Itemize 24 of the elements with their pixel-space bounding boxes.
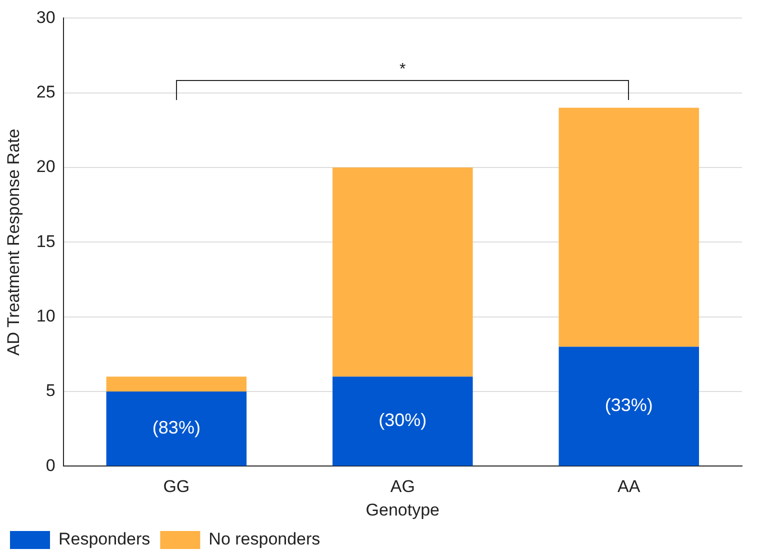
y-tick-label: 20 [36, 157, 56, 176]
y-axis-title: AD Treatment Response Rate [4, 128, 23, 356]
y-tick-label: 10 [36, 306, 56, 326]
y-tick-label: 5 [46, 381, 56, 400]
bar [106, 376, 247, 392]
bar [332, 168, 473, 377]
y-tick-label: 30 [36, 8, 56, 27]
bar [558, 108, 700, 347]
bar [332, 376, 473, 466]
legend-label: Responders [58, 530, 150, 549]
bar [558, 346, 700, 466]
annotation: (83%) [152, 418, 200, 438]
x-tick-label: AG [390, 477, 415, 496]
legend-label: No responders [208, 530, 320, 549]
annotation: (33%) [604, 395, 653, 416]
x-axis-title: Genotype [366, 500, 440, 520]
bar [106, 392, 247, 466]
x-tick-label: AA [618, 477, 641, 496]
annotation: (30%) [378, 410, 427, 430]
y-tick-label: 0 [46, 456, 56, 475]
y-tick-label: 15 [36, 232, 56, 251]
annotation: * [400, 61, 406, 78]
x-tick-label: GG [163, 477, 190, 496]
y-tick-label: 25 [36, 82, 56, 102]
